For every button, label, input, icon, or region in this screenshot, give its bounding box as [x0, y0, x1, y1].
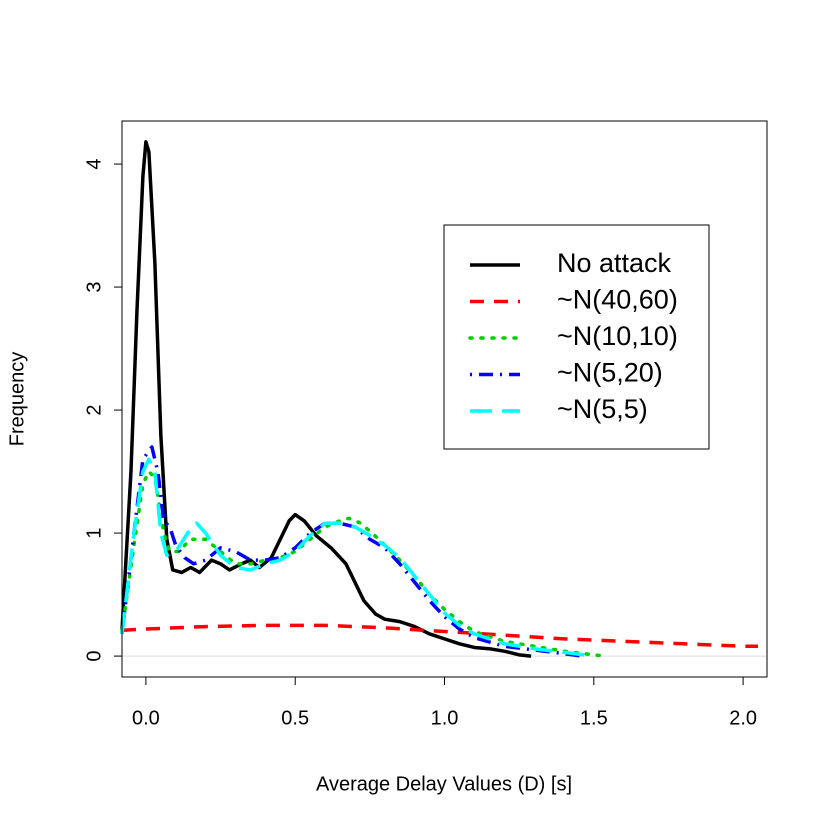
x-tick-label: 0.5 — [281, 707, 309, 729]
density-line — [121, 623, 759, 648]
legend-label: No attack — [557, 248, 672, 278]
x-tick-label: 1.5 — [580, 707, 608, 729]
y-tick-label: 1 — [83, 528, 105, 539]
legend-label: ~N(5,20) — [557, 358, 663, 388]
density-line — [120, 140, 532, 658]
x-tick-label: 1.0 — [431, 707, 459, 729]
y-tick-label: 3 — [83, 281, 105, 292]
density-line — [120, 457, 595, 658]
density-line — [120, 445, 583, 658]
y-axis-title: Frequency — [6, 352, 28, 447]
plot-frame — [121, 120, 768, 678]
x-axis-title: Average Delay Values (D) [s] — [316, 773, 572, 795]
y-tick-label: 0 — [83, 651, 105, 662]
density-line — [120, 469, 608, 658]
y-tick-label: 4 — [83, 158, 105, 169]
x-tick-label: 2.0 — [729, 707, 757, 729]
legend-label: ~N(5,5) — [557, 394, 648, 424]
legend-label: ~N(40,60) — [557, 285, 678, 315]
legend-label: ~N(10,10) — [557, 321, 678, 351]
y-tick-label: 2 — [83, 405, 105, 416]
x-tick-label: 0.0 — [132, 707, 160, 729]
